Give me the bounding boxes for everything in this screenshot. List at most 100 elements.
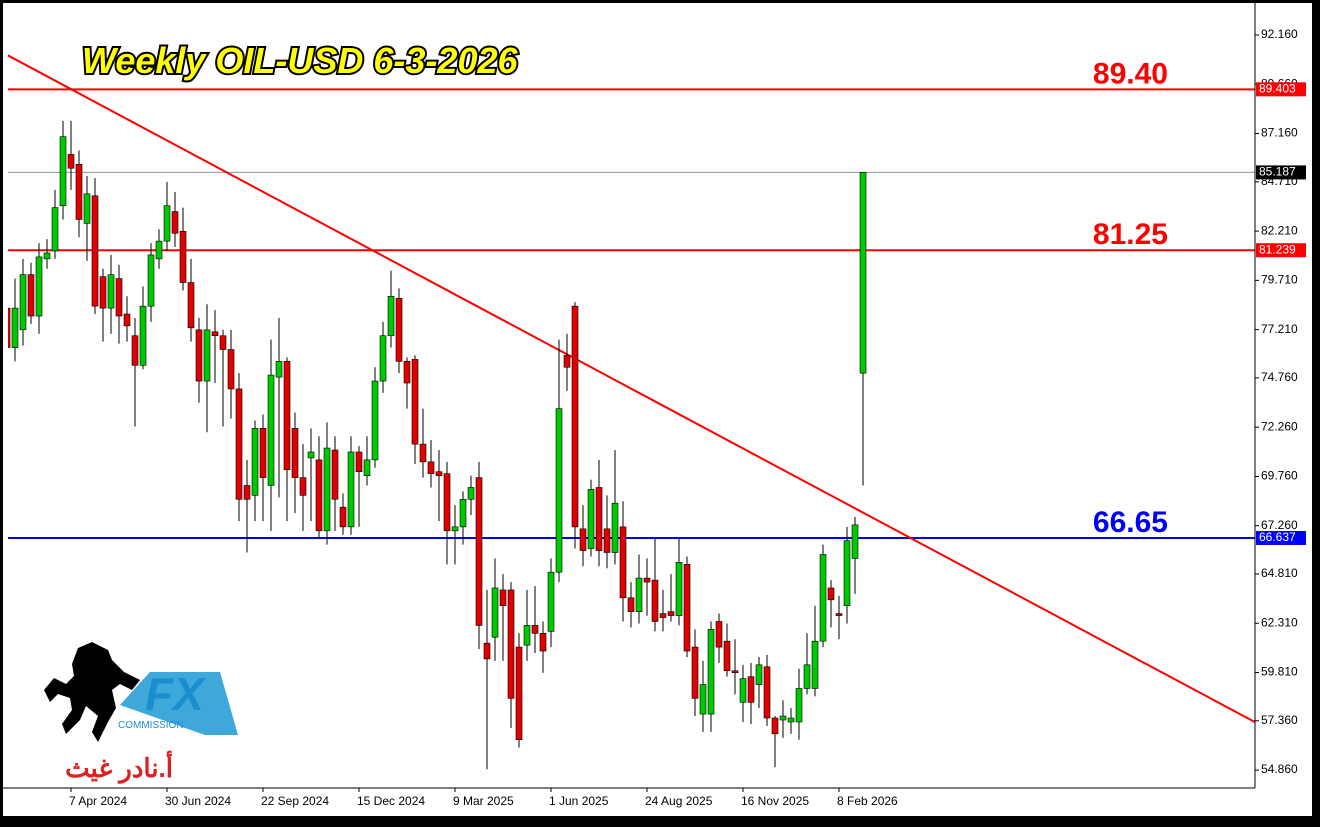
candle-body bbox=[499, 589, 507, 607]
candle-body bbox=[51, 207, 59, 252]
price-tag-label: 81.239 bbox=[1259, 242, 1296, 256]
candle-body bbox=[315, 459, 323, 532]
candle-body bbox=[243, 485, 251, 500]
candle-body bbox=[475, 477, 483, 626]
candle-body bbox=[187, 282, 195, 329]
candle-body bbox=[571, 305, 579, 528]
candle-body bbox=[843, 540, 851, 607]
candle-body bbox=[379, 335, 387, 382]
candle-body bbox=[435, 471, 443, 476]
candle-body bbox=[203, 329, 211, 382]
candle-body bbox=[107, 274, 115, 309]
candle-body bbox=[779, 715, 787, 721]
logo-author: أ.نادر غيث bbox=[65, 750, 173, 784]
candle-body bbox=[667, 611, 675, 616]
candle-body bbox=[795, 688, 803, 723]
candle-body bbox=[811, 640, 819, 689]
candle-body bbox=[283, 361, 291, 471]
candle-body bbox=[267, 374, 275, 486]
candle-body bbox=[35, 256, 43, 317]
candle-body bbox=[715, 621, 723, 648]
candle-body bbox=[19, 274, 27, 331]
y-tick-label: 62.310 bbox=[1261, 615, 1298, 629]
candle-body bbox=[67, 154, 75, 169]
candle-body bbox=[219, 335, 227, 350]
price-tag bbox=[1256, 530, 1306, 545]
candle-body bbox=[91, 195, 99, 307]
candle-body bbox=[771, 717, 779, 735]
x-tick-label: 30 Jun 2024 bbox=[165, 794, 231, 808]
candle-body bbox=[251, 428, 259, 496]
candle-body bbox=[331, 449, 339, 500]
candle-body bbox=[523, 625, 531, 646]
candle-body bbox=[707, 629, 715, 715]
candle-body bbox=[531, 625, 539, 634]
candle-body bbox=[491, 587, 499, 638]
candle-body bbox=[11, 307, 19, 348]
candle-body bbox=[851, 524, 859, 559]
candle-body bbox=[587, 489, 595, 549]
y-tick-label: 57.360 bbox=[1261, 713, 1298, 727]
candle-body bbox=[59, 136, 67, 206]
candle-body bbox=[235, 388, 243, 500]
price-tag bbox=[1256, 82, 1306, 97]
chart-title: Weekly OIL-USD 6-3-2026 bbox=[82, 40, 518, 81]
candle-body bbox=[555, 408, 563, 573]
y-tick-label: 69.760 bbox=[1261, 469, 1298, 483]
candle-body bbox=[803, 664, 811, 689]
candle-body bbox=[675, 562, 683, 616]
logo-shape bbox=[120, 672, 238, 735]
candle-body bbox=[259, 428, 267, 478]
candle-body bbox=[363, 459, 371, 476]
candle-body bbox=[27, 274, 35, 317]
candle-body bbox=[459, 498, 467, 528]
y-tick-label: 92.160 bbox=[1261, 27, 1298, 41]
candle-body bbox=[787, 717, 795, 723]
logo-horse bbox=[44, 642, 140, 742]
x-tick-label: 1 Jun 2025 bbox=[549, 794, 609, 808]
x-tick-label: 8 Feb 2026 bbox=[837, 794, 898, 808]
y-tick-label: 87.160 bbox=[1261, 126, 1298, 140]
candle-body bbox=[227, 349, 235, 390]
candle-body bbox=[387, 296, 395, 337]
candle-body bbox=[507, 589, 515, 699]
level-annotation: 66.65 bbox=[1093, 506, 1168, 539]
y-tick-label: 82.210 bbox=[1261, 223, 1298, 237]
candle-body bbox=[139, 305, 147, 366]
candle-body bbox=[611, 502, 619, 553]
candle-body bbox=[323, 447, 331, 532]
candle-body bbox=[211, 331, 219, 337]
y-tick-label: 67.260 bbox=[1261, 518, 1298, 532]
candle-body bbox=[659, 613, 667, 618]
axes: 92.16089.66087.16084.71082.21079.71077.2… bbox=[69, 27, 1306, 808]
candle-body bbox=[419, 443, 427, 463]
candle-body bbox=[403, 361, 411, 384]
candle-body bbox=[147, 254, 155, 307]
level-annotation: 81.25 bbox=[1093, 218, 1168, 251]
candle-body bbox=[763, 666, 771, 719]
x-tick-label: 24 Aug 2025 bbox=[645, 794, 713, 808]
candle-body bbox=[467, 487, 475, 500]
candle-body bbox=[731, 670, 739, 674]
candle-body bbox=[579, 528, 587, 551]
candle-body bbox=[195, 329, 203, 382]
plot-area bbox=[8, 54, 1255, 770]
candle-body bbox=[371, 380, 379, 461]
price-tag-label: 85.187 bbox=[1259, 165, 1296, 179]
candle-body bbox=[43, 252, 51, 260]
y-tick-label: 59.810 bbox=[1261, 665, 1298, 679]
logo: FX COMMISSION أ.نادر غيث bbox=[44, 642, 238, 784]
candle-body bbox=[339, 506, 347, 528]
y-tick-label: 54.860 bbox=[1261, 762, 1298, 776]
candle-body bbox=[115, 278, 123, 317]
candle-body bbox=[747, 676, 755, 703]
candle-body bbox=[643, 577, 651, 583]
candle-body bbox=[163, 205, 171, 242]
logo-brand: FX bbox=[145, 668, 206, 720]
candle-body bbox=[275, 361, 283, 378]
candle-body bbox=[755, 664, 763, 685]
candle-body bbox=[827, 587, 835, 601]
candle-body bbox=[515, 646, 523, 741]
